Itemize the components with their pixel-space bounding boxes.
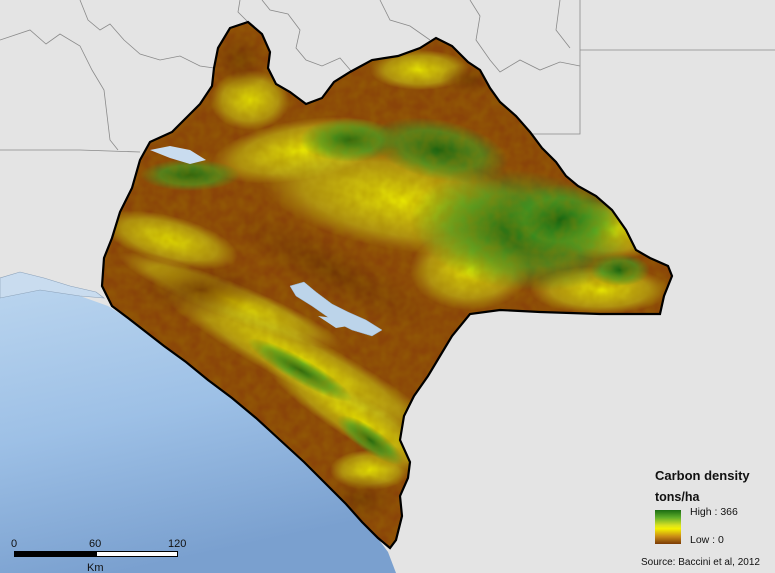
- scale-segment: [15, 552, 97, 556]
- admin-boundaries: [0, 0, 775, 153]
- source-credit: Source: Baccini et al, 2012: [641, 557, 760, 568]
- legend-title: Carbon density: [655, 468, 750, 483]
- ocean: [0, 290, 396, 573]
- scale-unit: Km: [87, 562, 104, 573]
- legend-low-label: Low : 0: [690, 534, 724, 546]
- scale-tick-120: 120: [168, 538, 187, 550]
- scale-bar-graphic: [14, 551, 178, 557]
- legend-color-ramp: [655, 510, 681, 544]
- scale-tick-60: 60: [89, 538, 102, 550]
- scale-tick-0: 0: [11, 538, 18, 550]
- legend-unit: tons/ha: [655, 490, 700, 504]
- legend-high-label: High : 366: [690, 506, 738, 518]
- lagoon: [0, 271, 106, 299]
